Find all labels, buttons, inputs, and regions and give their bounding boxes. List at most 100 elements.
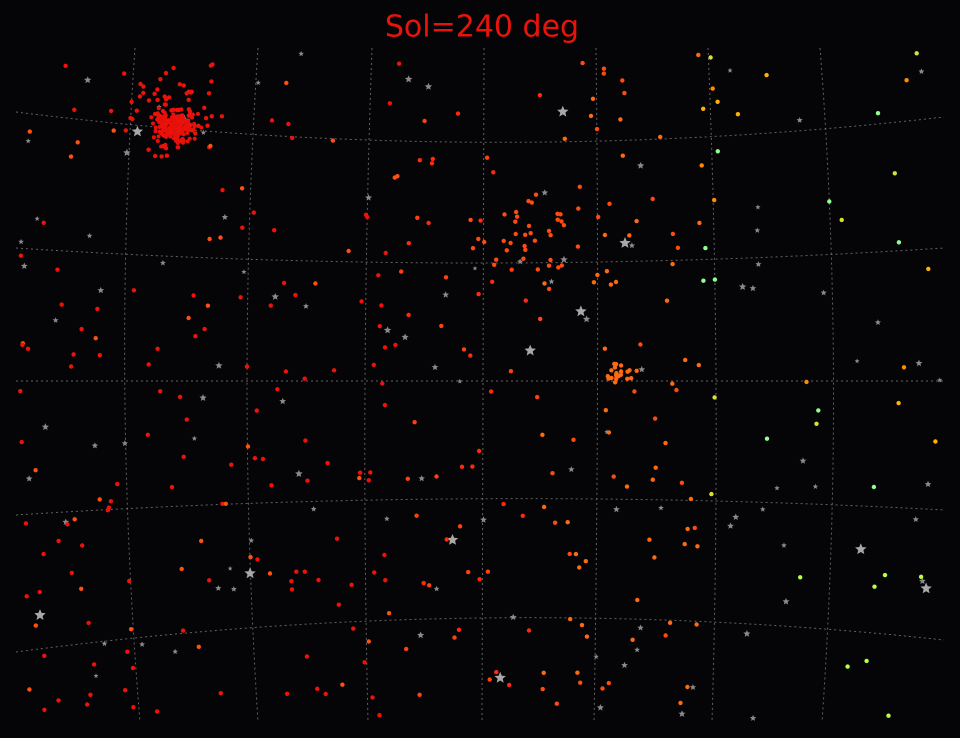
object-dot xyxy=(608,282,614,287)
object-dot xyxy=(284,691,290,696)
object-dot xyxy=(578,680,583,685)
object-dot xyxy=(455,111,461,116)
object-dot xyxy=(186,315,191,321)
object-dot xyxy=(618,117,623,122)
object-dot xyxy=(177,129,182,134)
background-star xyxy=(244,567,256,579)
object-dot xyxy=(134,108,139,113)
object-dot xyxy=(370,695,375,700)
object-dot xyxy=(91,662,97,667)
object-dot xyxy=(173,123,177,128)
object-dot xyxy=(27,129,32,134)
object-dot xyxy=(175,145,180,150)
object-dot xyxy=(468,353,473,358)
object-dot xyxy=(323,691,328,697)
object-dot xyxy=(896,400,901,406)
background-star xyxy=(749,284,757,292)
object-dot xyxy=(167,125,172,130)
object-dot xyxy=(590,96,596,102)
sky-grid xyxy=(15,47,945,723)
object-dot xyxy=(603,408,608,413)
background-star xyxy=(912,516,919,522)
object-dot xyxy=(439,323,444,329)
background-star xyxy=(227,566,233,571)
object-dot xyxy=(523,232,528,237)
object-dot xyxy=(556,265,561,270)
object-dot xyxy=(284,80,289,86)
object-dot xyxy=(482,239,487,245)
background-star xyxy=(689,684,697,690)
object-dot xyxy=(650,196,655,202)
object-dot xyxy=(37,589,42,595)
object-dot xyxy=(652,416,658,421)
object-dot xyxy=(86,620,91,626)
object-dot xyxy=(678,700,683,706)
object-dot xyxy=(340,682,345,687)
object-dot xyxy=(155,346,160,351)
object-dot xyxy=(304,654,310,659)
object-dot xyxy=(359,299,364,304)
object-dot xyxy=(554,701,559,706)
object-dot xyxy=(528,231,533,236)
object-dot xyxy=(918,574,924,579)
object-dot xyxy=(108,108,114,114)
background-star xyxy=(658,505,664,511)
object-dot xyxy=(561,223,567,228)
object-dot xyxy=(55,267,60,272)
object-dot xyxy=(186,107,192,112)
object-dot xyxy=(240,225,245,230)
object-dot xyxy=(65,522,70,527)
object-dot xyxy=(171,65,176,71)
object-dot xyxy=(141,84,146,89)
object-dot xyxy=(703,245,708,251)
object-dot xyxy=(541,670,546,675)
object-dot xyxy=(189,89,194,95)
object-dot xyxy=(478,218,483,223)
background-star xyxy=(86,232,93,239)
background-star xyxy=(91,442,99,449)
object-dot xyxy=(864,658,869,664)
object-dot xyxy=(181,127,186,132)
object-dot xyxy=(157,129,162,134)
object-dot xyxy=(377,324,382,329)
object-dot xyxy=(190,115,194,120)
background-star xyxy=(796,117,803,123)
background-star xyxy=(365,194,372,201)
object-dot xyxy=(814,421,819,426)
object-dot xyxy=(163,113,168,118)
object-dot xyxy=(156,106,161,111)
background-star xyxy=(172,648,178,655)
object-dot xyxy=(596,214,601,220)
background-star xyxy=(424,82,433,90)
object-dot xyxy=(219,114,225,119)
object-dot xyxy=(688,496,694,502)
background-star xyxy=(637,161,645,169)
background-star xyxy=(727,67,733,73)
object-dot xyxy=(209,114,214,119)
object-dot xyxy=(128,627,134,632)
object-dot xyxy=(192,136,197,141)
object-dot xyxy=(429,161,435,166)
object-dot xyxy=(604,269,610,274)
object-dot xyxy=(302,569,307,574)
object-dot xyxy=(466,569,471,575)
object-dot xyxy=(357,470,363,475)
object-dot xyxy=(685,684,690,690)
object-dot xyxy=(97,353,103,358)
object-dot xyxy=(334,536,340,541)
background-star xyxy=(123,148,131,156)
object-dot xyxy=(336,602,341,607)
background-star xyxy=(401,333,409,341)
object-dot xyxy=(160,114,165,119)
object-dot xyxy=(552,520,558,525)
background-star xyxy=(241,269,247,275)
object-dot xyxy=(368,470,373,475)
object-dot xyxy=(635,597,640,603)
object-dot xyxy=(180,131,185,136)
object-dot xyxy=(75,140,80,145)
object-dot xyxy=(501,238,506,244)
background-star xyxy=(131,125,144,137)
object-dot xyxy=(251,210,256,215)
object-dot xyxy=(145,432,150,437)
background-star xyxy=(855,543,867,555)
